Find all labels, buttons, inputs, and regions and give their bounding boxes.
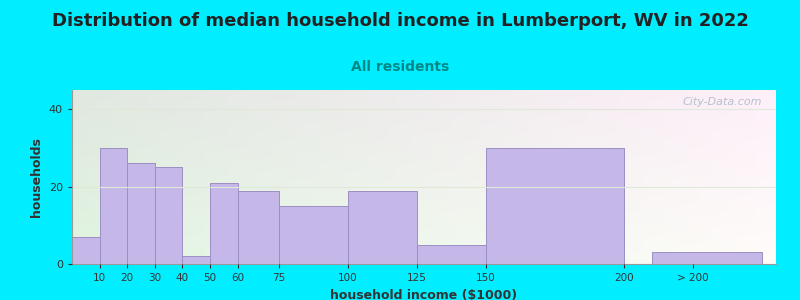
Bar [72,237,100,264]
Bar [238,190,279,264]
Bar [348,190,417,264]
Bar [100,148,127,264]
Bar [652,252,762,264]
Bar [279,206,348,264]
Y-axis label: households: households [30,137,43,217]
Bar [127,164,155,264]
Text: Distribution of median household income in Lumberport, WV in 2022: Distribution of median household income … [51,12,749,30]
Bar [155,167,182,264]
X-axis label: household income ($1000): household income ($1000) [330,289,518,300]
Bar [417,245,486,264]
Bar [486,148,624,264]
Text: All residents: All residents [351,60,449,74]
Bar [210,183,238,264]
Bar [182,256,210,264]
Text: City-Data.com: City-Data.com [682,97,762,107]
